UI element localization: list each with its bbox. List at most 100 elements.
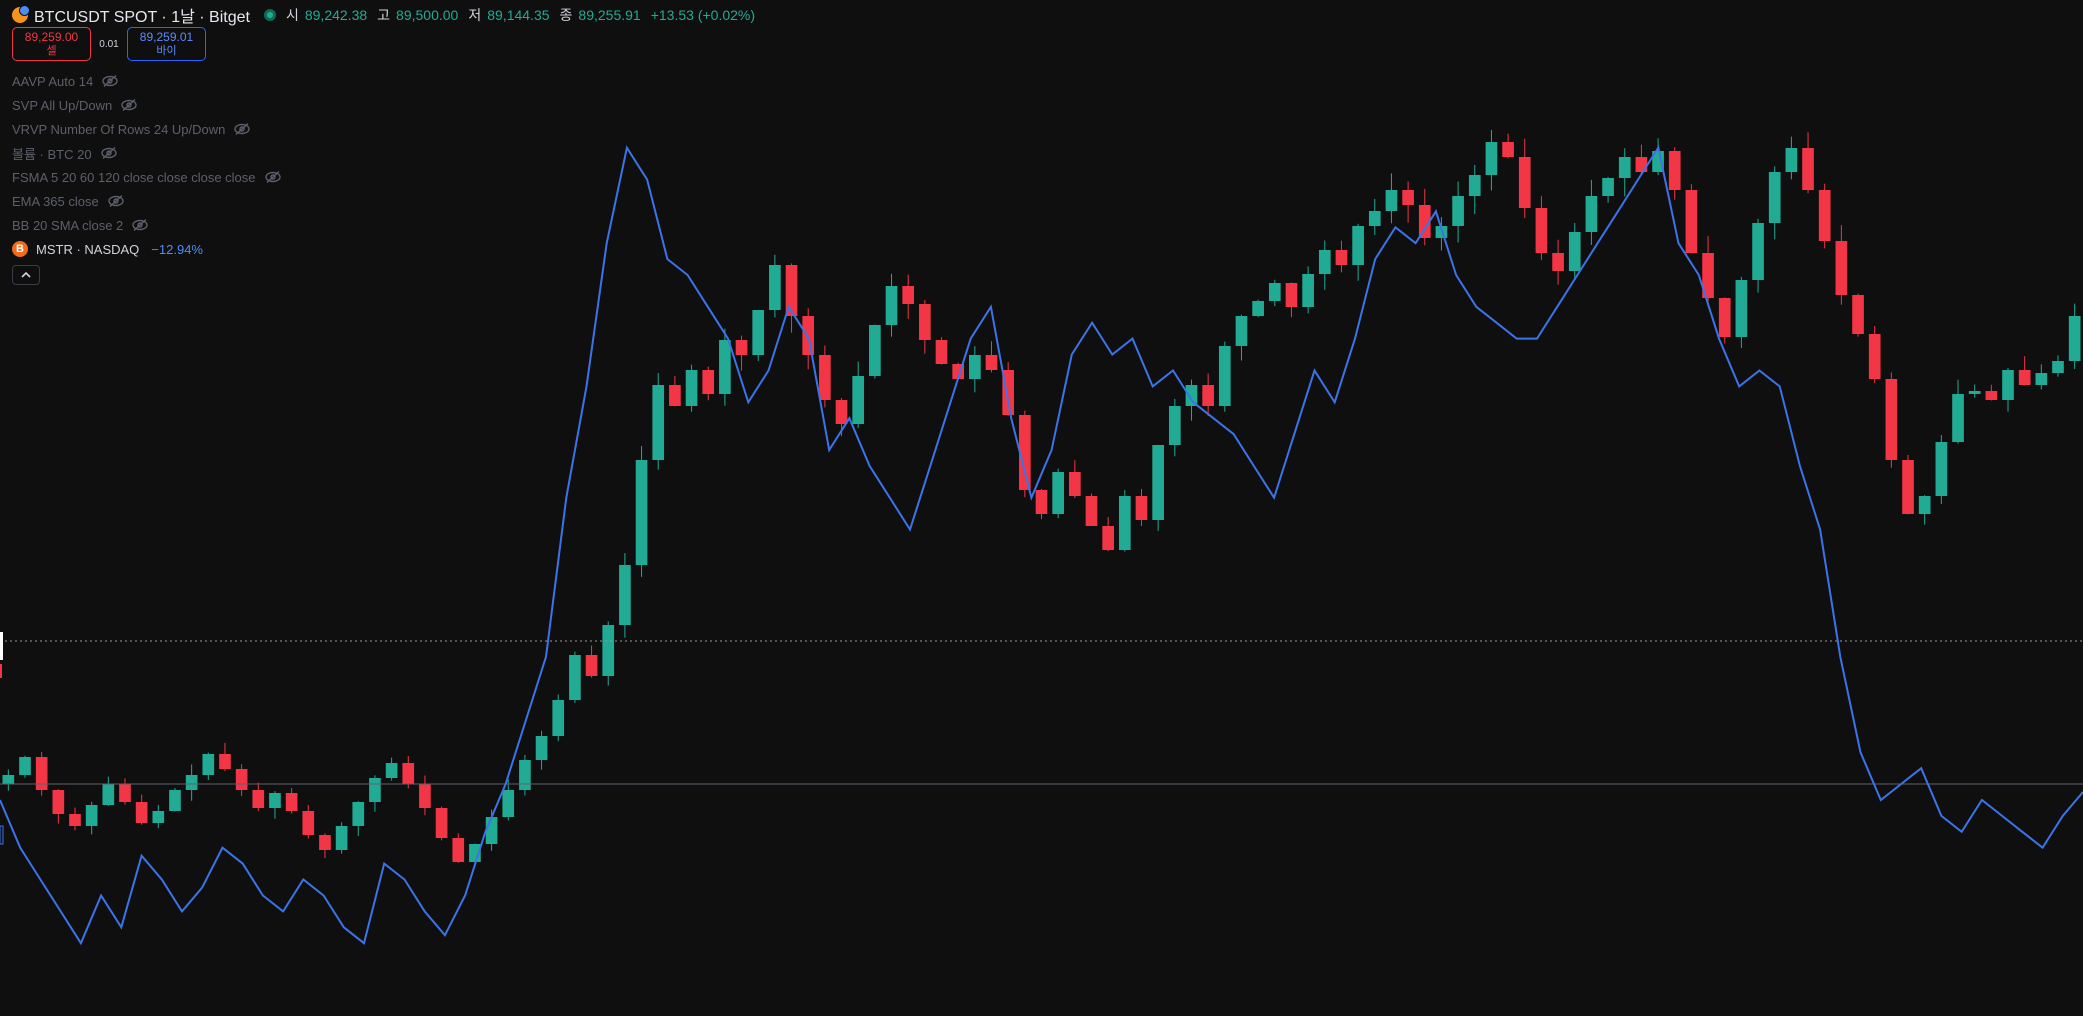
candle-body [319,835,331,850]
sell-label: 셀 [46,45,57,57]
candle-body [1718,298,1731,337]
indicator-row-bb[interactable]: BB 20 SMA close 2 [12,213,282,237]
candle-body [1918,496,1931,514]
mstr-logo-icon: B [12,241,28,257]
indicator-label: FSMA 5 20 60 120 close close close close [12,169,256,185]
indicator-row-vrvp[interactable]: VRVP Number Of Rows 24 Up/Down [12,117,282,141]
eye-hidden-icon[interactable] [131,218,149,232]
candle-body [469,844,481,862]
candle-body [869,325,881,376]
candle-body [1185,385,1198,406]
candle-body [902,286,915,304]
indicator-label: AAVP Auto 14 [12,73,94,89]
candle-body [269,793,281,808]
candle-body [119,784,131,802]
candle-body [1785,148,1798,172]
candle-body [1385,190,1398,211]
eye-hidden-icon[interactable] [264,170,282,184]
compare-symbol-row[interactable]: B MSTR · NASDAQ −12.94% [12,237,282,261]
candle-body [819,355,831,400]
candle-body [802,316,815,355]
left-price-marker-blue [0,825,4,845]
high-label: 고 [377,7,391,23]
candle-body [1418,205,1431,238]
candle-body [419,784,431,808]
candle-body [1268,283,1281,301]
candle-body [252,790,265,808]
candle-body [1368,211,1381,226]
close-label: 종 [559,7,573,23]
candle-body [1168,406,1181,445]
candle-body [202,754,215,775]
spread-value: 0.01 [99,38,119,50]
candle-body [1318,250,1331,274]
indicator-row-volume[interactable]: 볼륨 · BTC 20 [12,141,282,165]
candle-body [1252,301,1264,316]
candle-body [1902,460,1914,514]
candle-body [35,757,48,790]
candle-body [1602,178,1614,196]
candle-body [485,817,498,844]
indicator-row-aavp[interactable]: AAVP Auto 14 [12,69,282,93]
indicator-row-ema[interactable]: EMA 365 close [12,189,282,213]
indicator-row-fsma[interactable]: FSMA 5 20 60 120 close close close close [12,165,282,189]
candle-body [335,826,348,850]
candle-body [1485,142,1498,175]
candle-body [285,793,298,811]
candle-body [85,805,98,826]
candle-body [785,265,798,316]
candle-body [1668,151,1681,190]
candle-body [835,400,848,424]
candle-body [369,778,381,802]
change-value: +13.53 (+0.02%) [650,7,756,23]
compare-change: −12.94% [151,241,203,257]
candle-body [1852,295,1864,334]
candle-body [219,754,231,769]
candle-body [185,775,198,790]
low-value: 89,144.35 [487,7,550,23]
candle-body [1835,241,1848,295]
candle-body [135,802,148,823]
candle-body [1952,394,1964,442]
eye-hidden-icon[interactable] [107,194,125,208]
candle-body [1118,496,1131,550]
open-label: 시 [285,7,299,23]
candle-body [2068,316,2081,361]
candle-body [352,802,365,826]
eye-hidden-icon[interactable] [101,74,119,88]
candle-body [402,763,415,784]
candle-body [1585,196,1598,232]
candle-body [1868,334,1881,379]
candle-body [1352,226,1364,265]
candle-body [235,769,248,790]
candle-body [2052,361,2064,373]
eye-hidden-icon[interactable] [120,98,138,112]
candle-body [1568,232,1581,271]
buy-label: 바이 [156,45,177,57]
btc-candlestick-series [2,129,2081,867]
candle-body [952,364,965,379]
eye-hidden-icon[interactable] [233,122,251,136]
candle-body [1652,151,1664,172]
candle-body [1202,385,1214,406]
candle-body [1818,190,1831,241]
candle-body [1068,472,1081,496]
sell-button[interactable]: 89,259.00 셀 [12,27,91,61]
candle-body [1968,391,1981,394]
collapse-legend-button[interactable] [12,265,40,285]
candle-body [19,757,31,775]
candle-body [1335,250,1348,265]
candle-body [1768,172,1781,223]
buy-button[interactable]: 89,259.01 바이 [127,27,206,61]
candle-body [752,310,765,355]
indicator-row-svp[interactable]: SVP All Up/Down [12,93,282,117]
symbol-title[interactable]: BTCUSDT SPOT · 1날 · Bitget [34,9,250,26]
candle-body [452,838,465,862]
eye-hidden-icon[interactable] [100,146,118,160]
candle-body [1452,196,1464,226]
candle-body [935,340,948,364]
candle-body [969,355,981,379]
chevron-up-icon [21,271,31,278]
